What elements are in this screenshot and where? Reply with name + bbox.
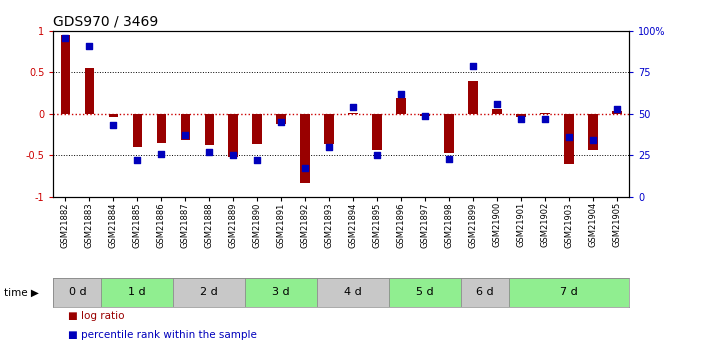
Point [611,106,623,112]
Bar [420,114,430,116]
Point [444,156,455,161]
Point [348,105,359,110]
Point [540,116,551,121]
Bar [444,114,454,153]
Bar [301,114,310,183]
Point [107,123,119,128]
Bar [589,114,598,150]
Point [515,116,527,121]
Bar [60,35,70,114]
Text: 1 d: 1 d [129,287,146,297]
Point [372,152,383,158]
Bar [509,278,629,307]
Bar [85,68,94,114]
Text: 7 d: 7 d [560,287,578,297]
Bar [156,114,166,143]
Bar [612,110,622,114]
Bar [109,114,118,117]
Point [587,138,599,143]
Bar [53,278,101,307]
Text: ■ log ratio: ■ log ratio [68,311,124,321]
Bar [373,114,382,150]
Bar [516,114,526,117]
Bar [461,278,509,307]
Point [252,157,263,163]
Point [419,113,431,118]
Text: ■ percentile rank within the sample: ■ percentile rank within the sample [68,330,257,339]
Point [491,101,503,107]
Point [324,144,335,150]
Text: 4 d: 4 d [344,287,362,297]
Bar [101,278,173,307]
Point [156,151,167,156]
Bar [228,114,238,157]
Point [395,91,407,97]
Text: GDS970 / 3469: GDS970 / 3469 [53,14,159,29]
Point [180,132,191,138]
Point [468,63,479,69]
Text: 2 d: 2 d [201,287,218,297]
Point [203,149,215,155]
Bar [397,98,406,114]
Text: 3 d: 3 d [272,287,290,297]
Point [564,134,575,140]
Bar [493,109,502,114]
Point [60,35,71,40]
Bar [565,114,574,164]
Point [228,152,239,158]
Bar [540,113,550,114]
Bar [277,114,286,124]
Bar [469,81,478,114]
Point [299,166,311,171]
Bar [252,114,262,144]
Point [132,157,143,163]
Point [84,43,95,49]
Text: 6 d: 6 d [476,287,494,297]
Bar [324,114,334,144]
Bar [132,114,142,147]
Text: 0 d: 0 d [68,287,86,297]
Text: 5 d: 5 d [417,287,434,297]
Bar [348,113,358,114]
Point [276,119,287,125]
Bar [317,278,389,307]
Bar [205,114,214,145]
Bar [390,278,461,307]
Bar [173,278,245,307]
Bar [181,114,190,140]
Bar [245,278,317,307]
Text: time ▶: time ▶ [4,287,38,297]
